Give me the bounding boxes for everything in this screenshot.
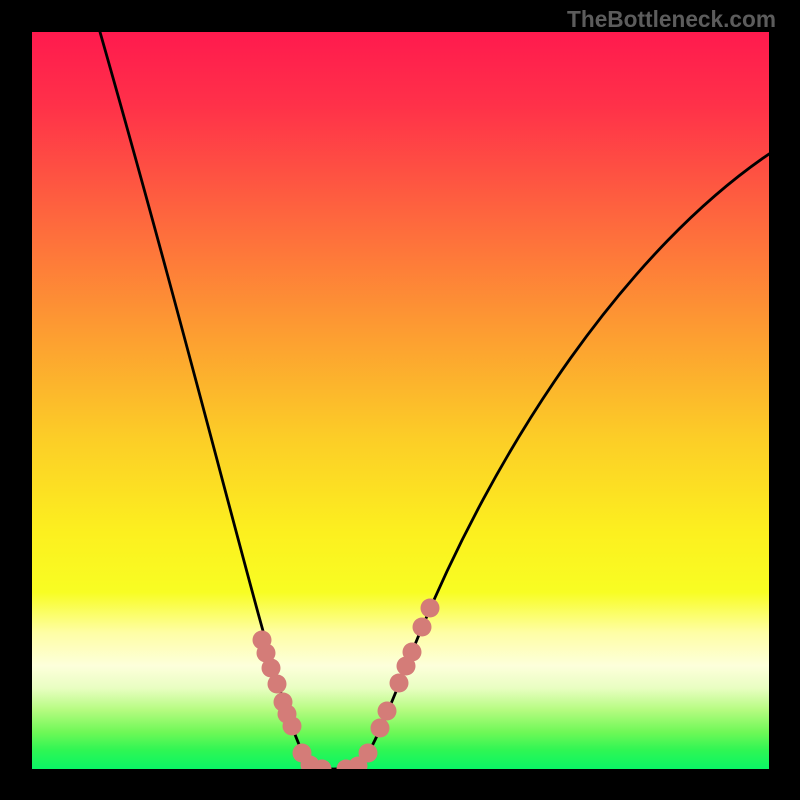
data-marker xyxy=(413,618,432,637)
data-marker xyxy=(378,702,397,721)
bottleneck-curve xyxy=(100,32,769,769)
data-marker xyxy=(371,719,390,738)
chart-svg xyxy=(32,32,769,769)
plot-area xyxy=(32,32,769,769)
data-marker xyxy=(268,675,287,694)
data-marker xyxy=(421,599,440,618)
data-marker xyxy=(359,744,378,763)
watermark-text: TheBottleneck.com xyxy=(567,6,776,33)
data-marker xyxy=(403,643,422,662)
data-marker xyxy=(390,674,409,693)
outer-frame: TheBottleneck.com xyxy=(0,0,800,800)
data-markers xyxy=(253,599,440,770)
data-marker xyxy=(283,717,302,736)
